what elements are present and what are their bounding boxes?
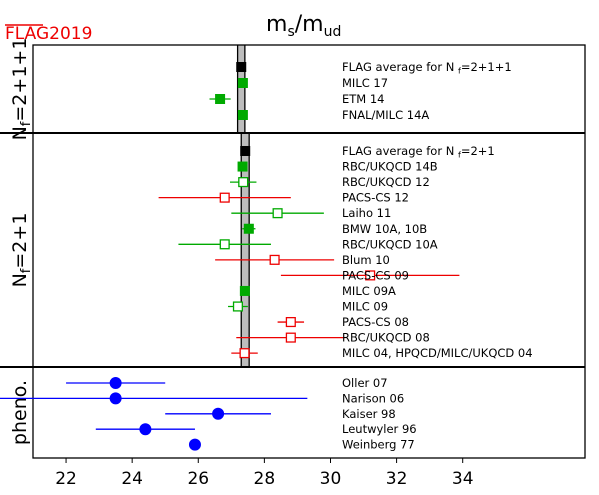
entry-label-tail: =2+1 <box>461 144 495 158</box>
entry-label-bmw-10a-10b: BMW 10A, 10B <box>342 222 427 236</box>
entry-label-blum-10: Blum 10 <box>342 253 390 267</box>
section-label-tail: =2+1+1 <box>9 38 31 122</box>
entry-label-flag-average-for-n-f-2-1: FLAG average for N f=2+1 <box>342 144 495 160</box>
section-label-sub: f <box>19 268 34 273</box>
entry-label-tail: =2+1+1 <box>461 60 512 74</box>
entry-label-sub: f <box>458 67 461 76</box>
entry-label-pacs-cs-12: PACS-CS 12 <box>342 191 409 205</box>
entry-label-kaiser-98: Kaiser 98 <box>342 407 396 421</box>
data-point-milc-17 <box>237 78 248 88</box>
x-tick-label-30: 30 <box>320 469 342 489</box>
data-point-fnal-milc-14a <box>237 110 248 120</box>
data-point-milc-09a <box>239 285 250 296</box>
section-label-base: N <box>9 273 31 287</box>
data-point-pacs-cs-09 <box>365 270 376 281</box>
data-point-narison-06 <box>109 392 122 405</box>
entry-label-weinberg-77: Weinberg 77 <box>342 438 415 452</box>
data-point-rbc-ukqcd-10a <box>219 239 230 250</box>
entry-label-etm-14: ETM 14 <box>342 92 385 106</box>
section-label-tail: =2+1 <box>9 213 31 269</box>
entry-label-rbc-ukqcd-08: RBC/UKQCD 08 <box>342 331 430 345</box>
data-point-etm-14 <box>215 94 226 104</box>
x-tick-label-28: 28 <box>254 469 276 489</box>
entry-label-fnal-milc-14a: FNAL/MILC 14A <box>342 108 429 122</box>
entry-label-laiho-11: Laiho 11 <box>342 206 391 220</box>
data-point-rbc-ukqcd-12 <box>238 177 249 188</box>
x-tick-label-26: 26 <box>187 469 209 489</box>
chart-title: ms/mud <box>266 12 341 40</box>
data-point-leutwyler-96 <box>139 423 152 436</box>
entry-label-oller-07: Oller 07 <box>342 376 388 390</box>
entry-label-rbc-ukqcd-10a: RBC/UKQCD 10A <box>342 237 438 251</box>
flag-watermark: FLAG2019 <box>5 24 92 44</box>
title-sub-s: s <box>287 24 294 40</box>
title-sub-ud: ud <box>324 24 342 40</box>
section-label-nf-2p1: Nf=2+1 <box>9 213 34 288</box>
average-band-nf-2p1p1 <box>237 45 245 133</box>
x-tick-label-24: 24 <box>121 469 143 489</box>
entry-label-base: FLAG average for N <box>342 60 458 74</box>
entry-label-rbc-ukqcd-14b: RBC/UKQCD 14B <box>342 160 438 174</box>
data-point-milc-09 <box>232 301 243 312</box>
section-label-base: N <box>9 126 31 140</box>
entry-label-milc-09: MILC 09 <box>342 300 388 314</box>
entry-label-pacs-cs-09: PACS-CS 09 <box>342 268 409 282</box>
x-tick-label-22: 22 <box>55 469 77 489</box>
entry-label-base: FLAG average for N <box>342 144 458 158</box>
entry-label-leutwyler-96: Leutwyler 96 <box>342 422 417 436</box>
data-point-blum-10 <box>269 254 280 265</box>
section-label-sub: f <box>19 121 34 126</box>
x-tick-label-32: 32 <box>386 469 408 489</box>
entry-label-pacs-cs-08: PACS-CS 08 <box>342 315 409 329</box>
data-point-kaiser-98 <box>212 407 225 420</box>
x-tick-label-34: 34 <box>452 469 474 489</box>
average-band-nf-2p1 <box>241 133 250 367</box>
data-point-flag-average-for-n-f-2-1 <box>240 146 251 156</box>
entry-label-flag-average-for-n-f-2-1-1: FLAG average for N f=2+1+1 <box>342 60 512 76</box>
data-point-oller-07 <box>109 377 122 389</box>
plot-frame <box>32 44 586 459</box>
data-point-rbc-ukqcd-08 <box>285 332 296 343</box>
data-point-bmw-10a-10b <box>243 223 254 234</box>
entry-label-narison-06: Narison 06 <box>342 391 404 405</box>
data-point-milc-04-hpqcd-milc-ukqcd-04 <box>239 348 250 359</box>
title-slash: /m <box>295 12 324 37</box>
section-label-nf-2p1p1: Nf=2+1+1 <box>9 38 34 141</box>
entry-label-milc-04-hpqcd-milc-ukqcd-04: MILC 04, HPQCD/MILC/UKQCD 04 <box>342 346 533 360</box>
data-point-weinberg-77 <box>188 438 201 451</box>
data-point-pacs-cs-08 <box>285 316 296 328</box>
entry-label-rbc-ukqcd-12: RBC/UKQCD 12 <box>342 175 430 189</box>
data-point-pacs-cs-12 <box>219 192 230 203</box>
entry-label-sub: f <box>458 151 461 160</box>
data-point-laiho-11 <box>272 208 283 219</box>
entry-label-milc-17: MILC 17 <box>342 76 388 90</box>
entry-label-milc-09a: MILC 09A <box>342 284 396 298</box>
section-label-pheno: pheno. <box>9 380 31 445</box>
data-point-flag-average-for-n-f-2-1-1 <box>236 62 247 72</box>
data-point-rbc-ukqcd-14b <box>237 161 248 172</box>
